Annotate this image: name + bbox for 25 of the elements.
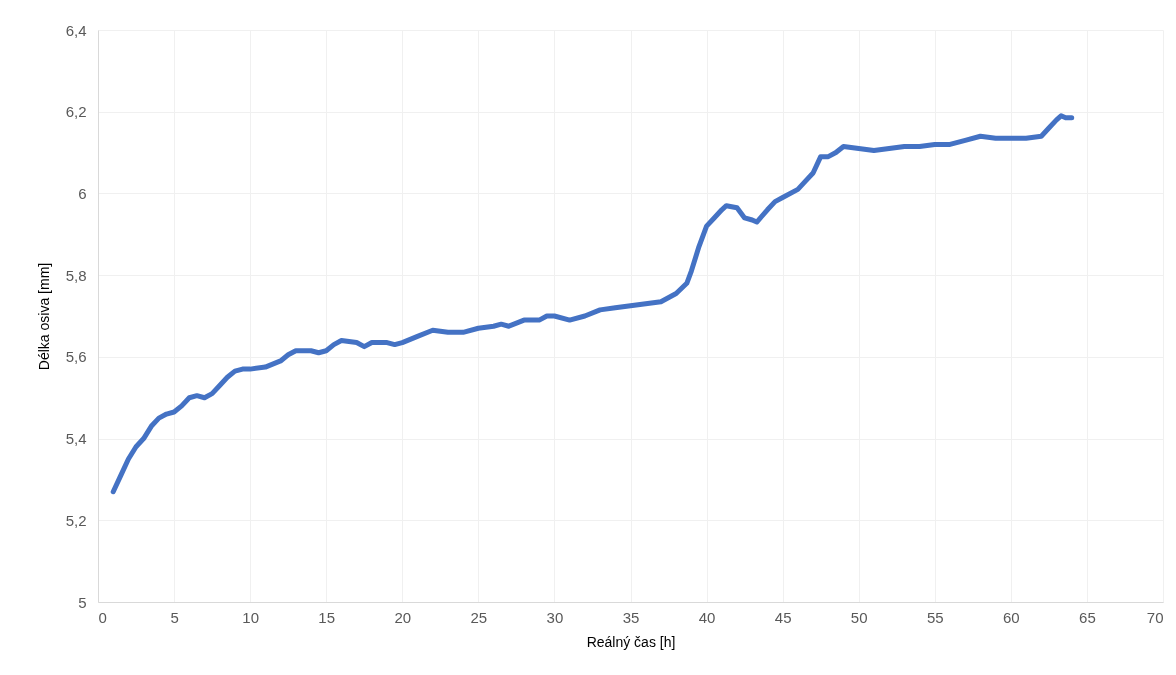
- x-tick-label: 45: [774, 608, 792, 626]
- x-tick-label: 70: [1146, 608, 1164, 626]
- x-axis-title: Reálný čas [h]: [586, 633, 676, 650]
- x-tick-label: 25: [470, 608, 488, 626]
- x-tick-label: 5: [170, 608, 179, 626]
- x-tick-label: 40: [698, 608, 716, 626]
- y-tick-label: 6,4: [65, 21, 87, 39]
- x-tick-label: 15: [318, 608, 336, 626]
- y-tick-label: 5,6: [65, 348, 87, 366]
- x-tick-label: 60: [1003, 608, 1020, 626]
- x-tick-label: 65: [1079, 608, 1096, 626]
- y-tick-label: 6: [78, 184, 87, 202]
- y-tick-label: 5: [78, 593, 87, 611]
- y-tick-label: 6,2: [65, 103, 87, 121]
- x-tick-label: 10: [242, 608, 259, 626]
- x-tick-label: 55: [926, 608, 944, 626]
- y-tick-label: 5,4: [65, 430, 87, 448]
- x-tick-label: 30: [546, 608, 564, 626]
- x-tick-label: 0: [98, 608, 107, 626]
- x-tick-label: 50: [850, 608, 868, 626]
- y-axis-title: Délka osiva [mm]: [35, 262, 52, 371]
- y-tick-label: 5,8: [65, 266, 87, 284]
- x-tick-label: 35: [622, 608, 640, 626]
- y-tick-label: 5,2: [65, 511, 87, 529]
- x-tick-label: 20: [394, 608, 412, 626]
